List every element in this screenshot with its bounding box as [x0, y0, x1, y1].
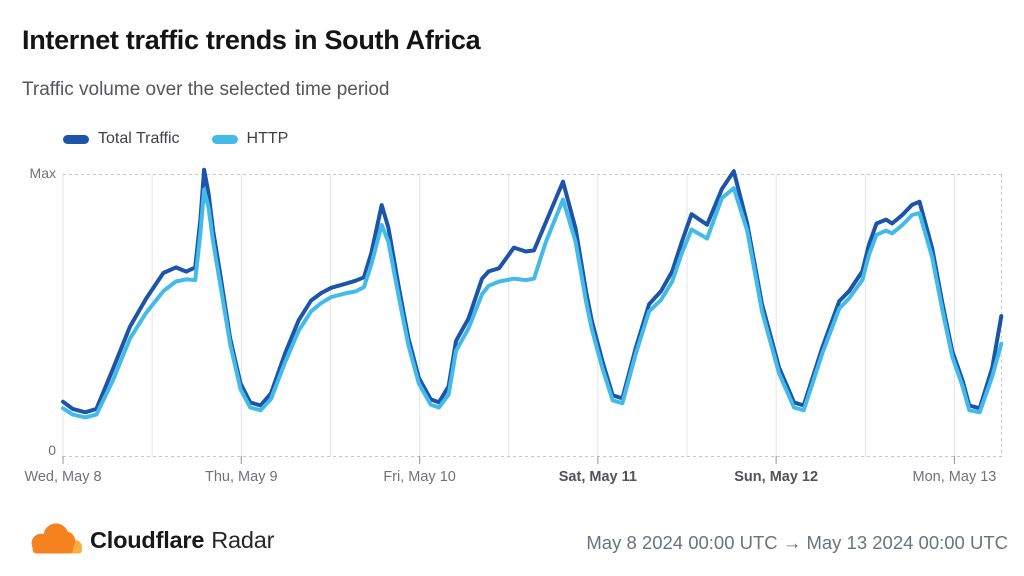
- brand-radar: Radar: [211, 527, 275, 553]
- y-axis-label-zero: 0: [48, 442, 56, 458]
- x-axis-label: Sat, May 11: [558, 469, 637, 485]
- chart-legend: Total Traffic HTTP: [63, 130, 288, 148]
- chart-subtitle: Traffic volume over the selected time pe…: [22, 79, 390, 100]
- http-line: [61, 186, 1004, 420]
- legend-label-http: HTTP: [246, 130, 289, 147]
- x-axis-labels: Wed, May 8 Thu, May 9 Fri, May 10 Sat, May …: [24, 469, 1002, 489]
- cloudflare-logo-icon[interactable]: [30, 522, 84, 561]
- page-title: Internet traffic trends in South Africa: [22, 25, 481, 55]
- legend-label-total-traffic: Total Traffic: [98, 130, 180, 147]
- brand-wordmark[interactable]: Cloudflare Radar: [90, 527, 274, 554]
- http-swatch: [211, 134, 238, 144]
- x-axis-label: Fri, May 10: [383, 469, 456, 485]
- x-axis-label: Sun, May 12: [734, 469, 819, 485]
- x-axis-label: Mon, May 13: [912, 469, 997, 485]
- total-traffic-swatch: [63, 134, 89, 144]
- date-range-label: May 8 2024 00:00 UTC → May 13 2024 00:00…: [586, 532, 1008, 553]
- x-axis-label: Thu, May 9: [205, 469, 278, 485]
- plot-area: [61, 167, 1004, 464]
- y-axis-label-max: Max: [29, 165, 56, 181]
- x-axis-label: Wed, May 8: [24, 469, 102, 485]
- traffic-line-chart: [61, 167, 1004, 464]
- legend-item-http[interactable]: HTTP: [211, 130, 289, 148]
- legend-item-total-traffic[interactable]: Total Traffic: [63, 130, 180, 148]
- brand-cloudflare: Cloudflare: [90, 527, 205, 553]
